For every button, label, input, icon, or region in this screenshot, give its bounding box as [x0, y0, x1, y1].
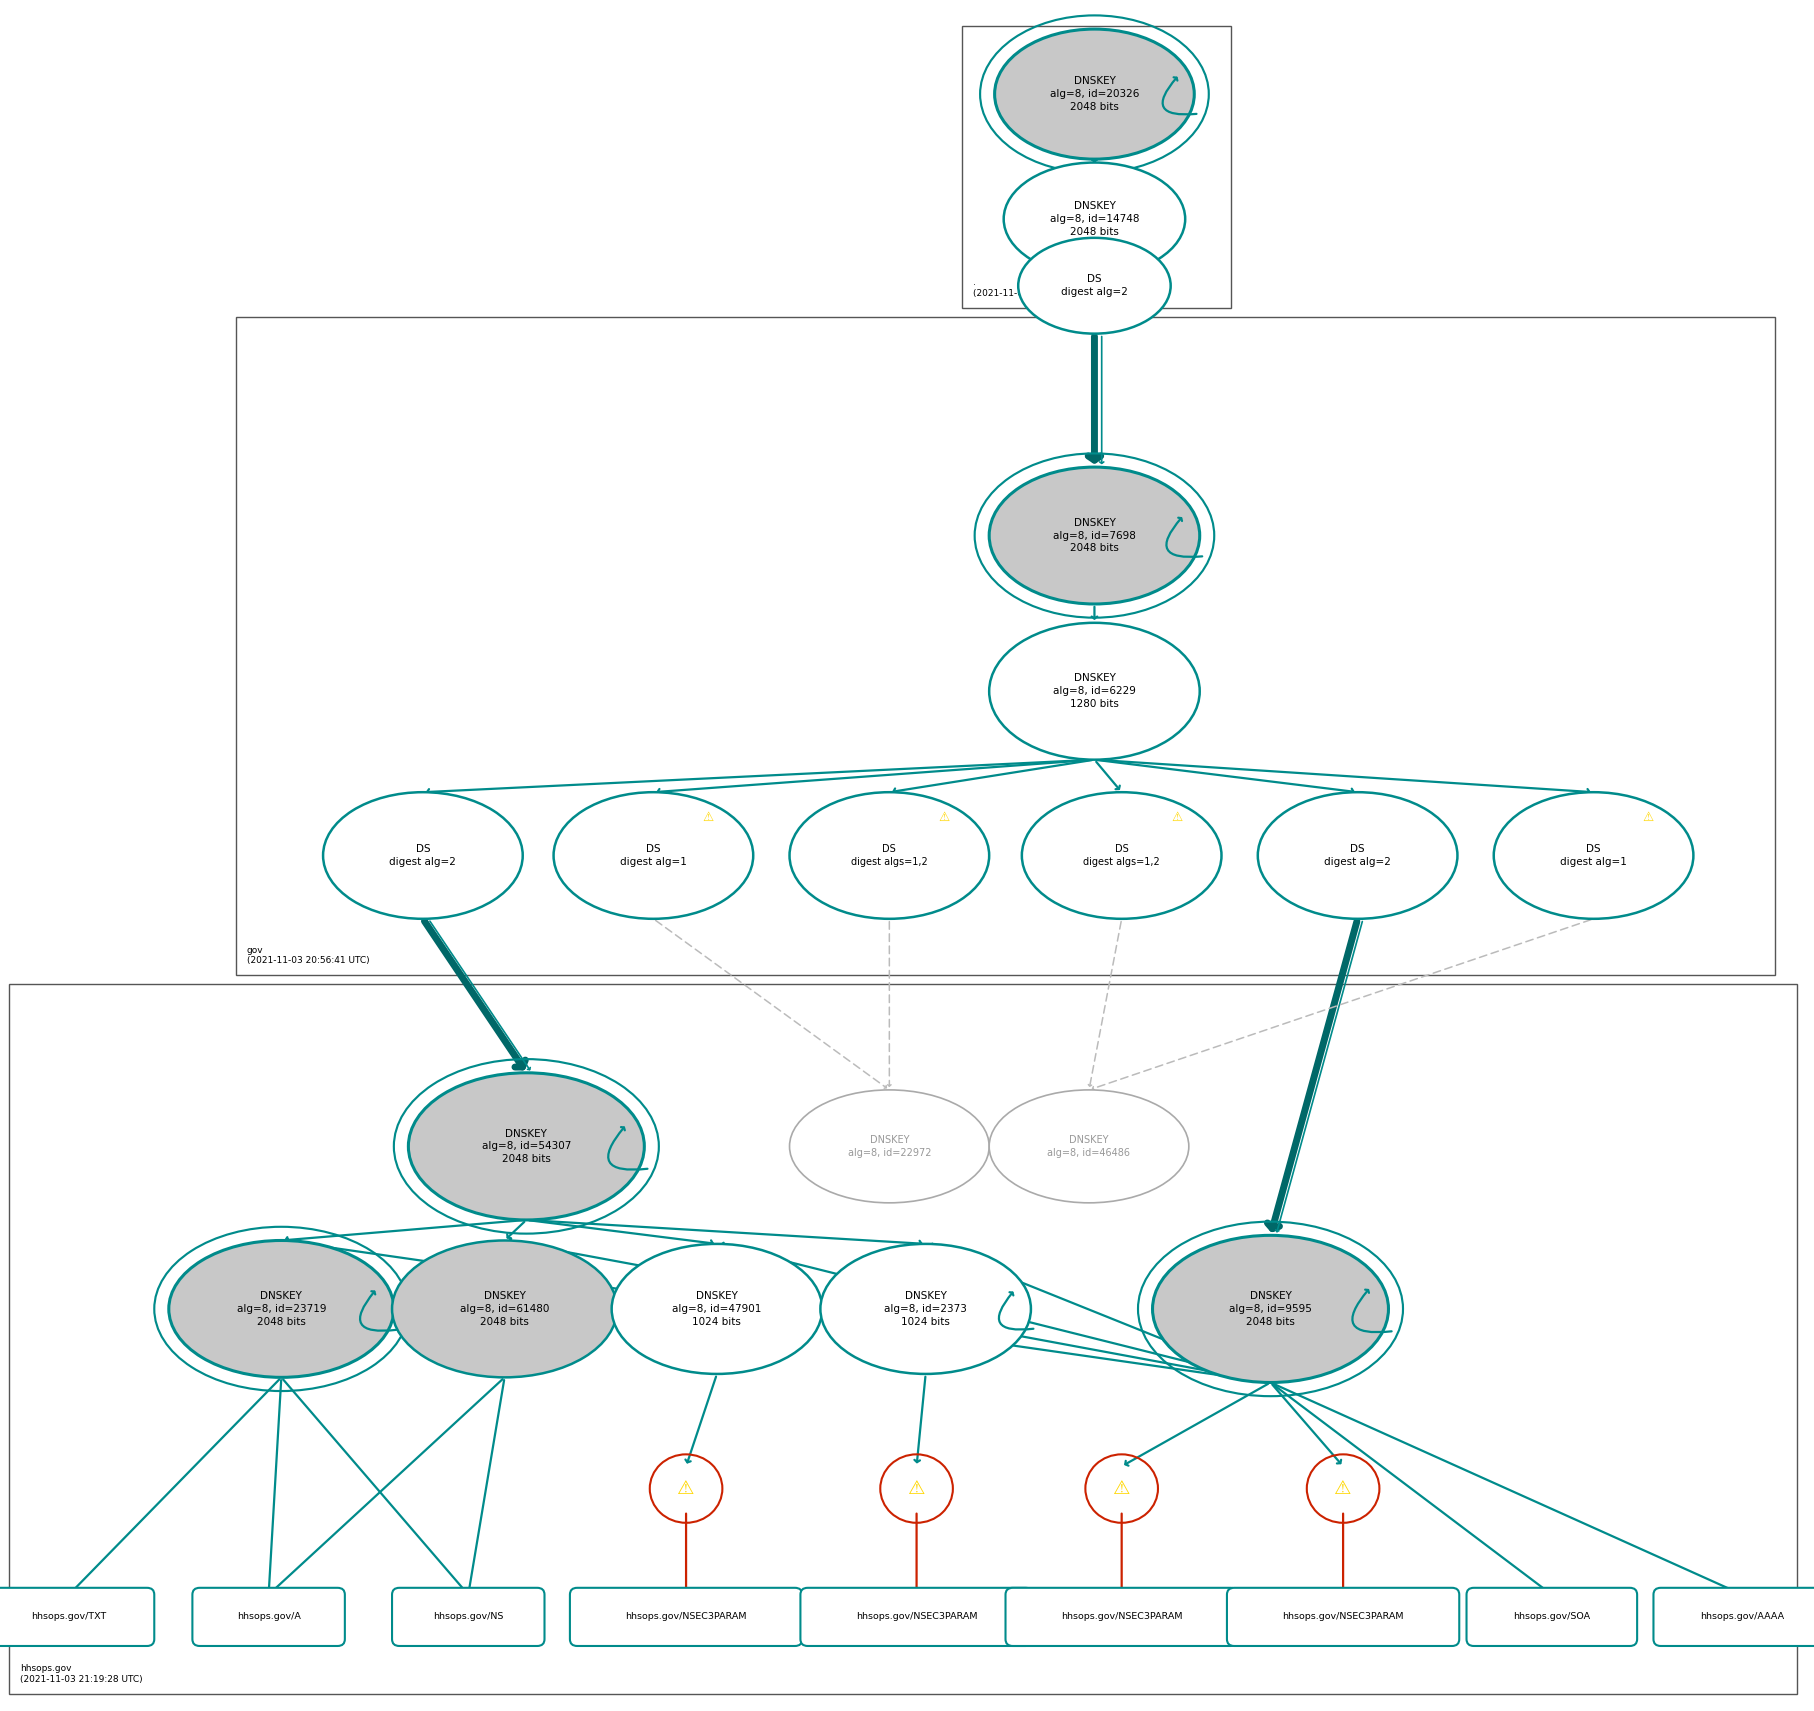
Text: hhsops.gov/AAAA: hhsops.gov/AAAA: [1700, 1612, 1783, 1622]
FancyBboxPatch shape: [236, 317, 1774, 975]
Text: hhsops.gov/SOA: hhsops.gov/SOA: [1513, 1612, 1589, 1622]
Text: gov
(2021-11-03 20:56:41 UTC): gov (2021-11-03 20:56:41 UTC): [247, 946, 370, 965]
Ellipse shape: [1152, 1235, 1388, 1382]
Text: ⚠: ⚠: [1642, 811, 1653, 825]
Ellipse shape: [408, 1073, 644, 1220]
Text: DNSKEY
alg=8, id=2373
1024 bits: DNSKEY alg=8, id=2373 1024 bits: [883, 1292, 967, 1326]
Text: hhsops.gov/NS: hhsops.gov/NS: [434, 1612, 502, 1622]
Text: ⚠: ⚠: [702, 811, 713, 825]
FancyBboxPatch shape: [1005, 1588, 1237, 1646]
Ellipse shape: [1003, 163, 1185, 275]
Text: DNSKEY
alg=8, id=14748
2048 bits: DNSKEY alg=8, id=14748 2048 bits: [1048, 202, 1139, 236]
Text: ⚠: ⚠: [1170, 811, 1181, 825]
Text: hhsops.gov/NSEC3PARAM: hhsops.gov/NSEC3PARAM: [626, 1612, 746, 1622]
Text: hhsops.gov/A: hhsops.gov/A: [236, 1612, 301, 1622]
Text: DNSKEY
alg=8, id=23719
2048 bits: DNSKEY alg=8, id=23719 2048 bits: [236, 1292, 327, 1326]
Text: hhsops.gov/TXT: hhsops.gov/TXT: [31, 1612, 107, 1622]
Text: DS
digest algs=1,2: DS digest algs=1,2: [851, 844, 927, 867]
Text: DNSKEY
alg=8, id=61480
2048 bits: DNSKEY alg=8, id=61480 2048 bits: [459, 1292, 550, 1326]
FancyBboxPatch shape: [800, 1588, 1032, 1646]
Text: ⚠: ⚠: [907, 1478, 925, 1499]
Text: ⚠: ⚠: [1333, 1478, 1351, 1499]
Text: ⚠: ⚠: [1112, 1478, 1130, 1499]
Text: DS
digest alg=2: DS digest alg=2: [1061, 274, 1126, 298]
Ellipse shape: [611, 1244, 822, 1374]
Text: DNSKEY
alg=8, id=9595
2048 bits: DNSKEY alg=8, id=9595 2048 bits: [1228, 1292, 1312, 1326]
Ellipse shape: [989, 467, 1199, 604]
FancyBboxPatch shape: [9, 984, 1796, 1694]
Ellipse shape: [169, 1240, 394, 1377]
Text: DNSKEY
alg=8, id=22972: DNSKEY alg=8, id=22972: [847, 1134, 931, 1158]
Text: hhsops.gov
(2021-11-03 21:19:28 UTC): hhsops.gov (2021-11-03 21:19:28 UTC): [20, 1665, 143, 1684]
Text: DS
digest alg=2: DS digest alg=2: [390, 844, 455, 867]
Text: hhsops.gov/NSEC3PARAM: hhsops.gov/NSEC3PARAM: [856, 1612, 976, 1622]
Text: DNSKEY
alg=8, id=54307
2048 bits: DNSKEY alg=8, id=54307 2048 bits: [481, 1129, 571, 1163]
Text: hhsops.gov/NSEC3PARAM: hhsops.gov/NSEC3PARAM: [1061, 1612, 1181, 1622]
Ellipse shape: [392, 1240, 617, 1377]
Text: DNSKEY
alg=8, id=6229
1280 bits: DNSKEY alg=8, id=6229 1280 bits: [1052, 674, 1136, 708]
Ellipse shape: [989, 1090, 1188, 1203]
FancyBboxPatch shape: [961, 26, 1230, 308]
Text: DNSKEY
alg=8, id=47901
1024 bits: DNSKEY alg=8, id=47901 1024 bits: [671, 1292, 762, 1326]
FancyBboxPatch shape: [392, 1588, 544, 1646]
FancyBboxPatch shape: [1653, 1588, 1814, 1646]
Text: ⚠: ⚠: [677, 1478, 695, 1499]
Ellipse shape: [989, 623, 1199, 760]
FancyBboxPatch shape: [1466, 1588, 1636, 1646]
FancyBboxPatch shape: [192, 1588, 345, 1646]
Text: ⚠: ⚠: [938, 811, 949, 825]
Text: DNSKEY
alg=8, id=7698
2048 bits: DNSKEY alg=8, id=7698 2048 bits: [1052, 518, 1136, 553]
Text: DNSKEY
alg=8, id=20326
2048 bits: DNSKEY alg=8, id=20326 2048 bits: [1048, 77, 1139, 111]
FancyBboxPatch shape: [0, 1588, 154, 1646]
Ellipse shape: [820, 1244, 1030, 1374]
FancyBboxPatch shape: [1226, 1588, 1458, 1646]
Ellipse shape: [553, 792, 753, 919]
Text: DNSKEY
alg=8, id=46486: DNSKEY alg=8, id=46486: [1047, 1134, 1130, 1158]
Text: hhsops.gov/NSEC3PARAM: hhsops.gov/NSEC3PARAM: [1282, 1612, 1402, 1622]
Ellipse shape: [789, 792, 989, 919]
Text: DS
digest alg=1: DS digest alg=1: [620, 844, 686, 867]
Ellipse shape: [1018, 238, 1170, 334]
Ellipse shape: [1257, 792, 1457, 919]
FancyBboxPatch shape: [570, 1588, 802, 1646]
Ellipse shape: [789, 1090, 989, 1203]
Ellipse shape: [1493, 792, 1692, 919]
Ellipse shape: [323, 792, 522, 919]
Ellipse shape: [1021, 792, 1221, 919]
Ellipse shape: [994, 29, 1194, 159]
Text: .
(2021-11-03 20:56:27 UTC): . (2021-11-03 20:56:27 UTC): [972, 279, 1096, 298]
Text: DS
digest algs=1,2: DS digest algs=1,2: [1083, 844, 1159, 867]
Text: DS
digest alg=1: DS digest alg=1: [1560, 844, 1625, 867]
Text: DS
digest alg=2: DS digest alg=2: [1324, 844, 1390, 867]
